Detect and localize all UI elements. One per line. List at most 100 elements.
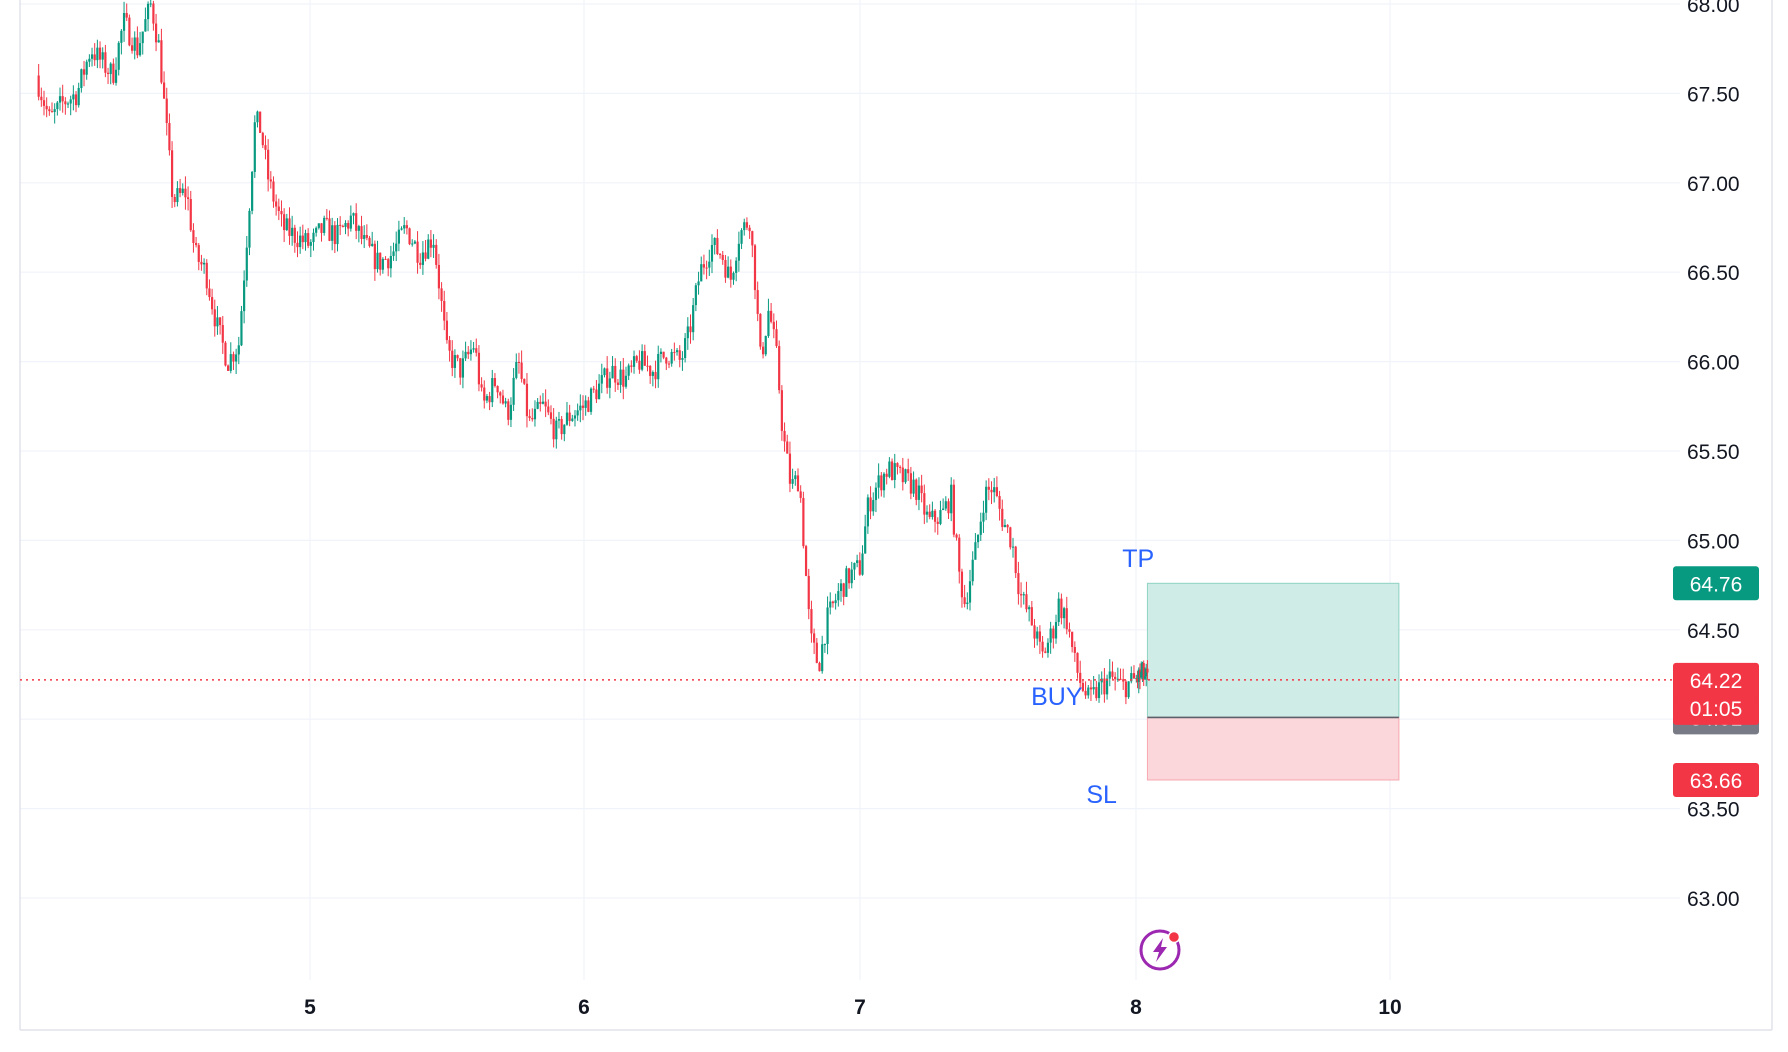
candle-body [1108, 671, 1111, 679]
candle-body [581, 405, 585, 408]
candle-body [427, 239, 430, 259]
candle-body [1052, 628, 1055, 639]
candle-body [778, 346, 781, 391]
candle-body [600, 375, 603, 384]
candle-body [646, 365, 649, 367]
candle-body [1130, 673, 1133, 682]
candle-body [408, 228, 411, 245]
candle-body [850, 569, 853, 584]
candle-body [1044, 651, 1047, 653]
candle-body [821, 644, 824, 672]
candle-body [200, 261, 203, 265]
candle-body [488, 396, 491, 403]
y-tick-label: 68.00 [1687, 0, 1740, 17]
candle-body [1146, 668, 1149, 673]
candle-body [740, 230, 743, 244]
candle-body [533, 408, 537, 420]
candle-body [1079, 672, 1082, 683]
candle-body [456, 355, 459, 359]
candle-body [411, 243, 414, 245]
candle-body [831, 601, 835, 604]
candle-body [547, 406, 550, 413]
candle-body [608, 378, 611, 388]
loss-zone[interactable] [1146, 716, 1400, 781]
candle-body [181, 188, 184, 194]
candle-body [1006, 524, 1009, 528]
candle-body [397, 229, 400, 244]
candle-body [780, 390, 783, 431]
candle-body [724, 259, 727, 278]
candle-body [496, 386, 499, 393]
candle-body [144, 19, 147, 32]
candle-body [853, 562, 856, 570]
candle-body [783, 430, 786, 442]
candle-body [649, 365, 652, 376]
candle-body [467, 351, 470, 355]
candle-body [942, 508, 945, 511]
candle-body [114, 69, 118, 83]
candle-body [451, 350, 454, 368]
candle-body [443, 300, 446, 321]
candle-body [221, 325, 224, 343]
annotation-tp: TP [1122, 545, 1154, 573]
candle-body [960, 571, 964, 598]
candle-body [307, 233, 310, 246]
candle-body [227, 365, 230, 371]
candle-body [125, 12, 128, 18]
candle-body [847, 568, 851, 584]
lightning-icon-bolt [1153, 938, 1167, 962]
candle-body [555, 420, 558, 440]
candle-body [178, 188, 182, 194]
candle-body [365, 235, 368, 238]
candle-body [283, 214, 286, 231]
candle-body [403, 225, 406, 229]
candle-body [826, 607, 829, 645]
candle-body [341, 225, 344, 227]
candle-body [1105, 678, 1109, 695]
candle-body [842, 583, 845, 597]
candle-body [1057, 598, 1060, 622]
y-tick-label: 65.50 [1687, 441, 1740, 464]
candle-body [245, 247, 248, 281]
candle-body [985, 486, 988, 513]
candle-body [243, 280, 246, 312]
candle-body [974, 542, 977, 560]
candle-body [299, 235, 302, 248]
candle-body [1081, 682, 1084, 691]
candle-body [1054, 621, 1058, 639]
candle-body [157, 40, 160, 43]
candle-body [211, 297, 214, 310]
candle-body [504, 401, 507, 404]
candle-body [235, 354, 238, 362]
candle-body [931, 510, 934, 517]
candle-body [363, 235, 366, 239]
candle-body [240, 311, 243, 346]
candle-body [727, 266, 730, 278]
candle-body [173, 196, 176, 203]
candle-body [491, 378, 494, 403]
candle-body [248, 210, 251, 248]
lightning-icon[interactable] [1139, 929, 1181, 971]
candle-body [336, 224, 339, 245]
candle-body [42, 100, 46, 106]
position-zones[interactable] [1146, 582, 1400, 781]
candle-body [536, 401, 539, 409]
candle-body [1135, 678, 1138, 680]
candle-body [312, 232, 315, 243]
profit-zone[interactable] [1146, 582, 1400, 718]
fast-icon-group[interactable] [1139, 929, 1181, 971]
candle-body [347, 223, 350, 229]
candle-body [539, 401, 542, 404]
candle-body [651, 372, 654, 376]
candle-body [619, 369, 622, 385]
candle-body [794, 475, 797, 480]
candle-body [759, 313, 762, 347]
candle-body [477, 352, 481, 385]
candle-body [864, 526, 867, 554]
tp-price-label-bg [1673, 566, 1759, 601]
candle-body [37, 75, 40, 97]
candle-body [598, 383, 601, 400]
